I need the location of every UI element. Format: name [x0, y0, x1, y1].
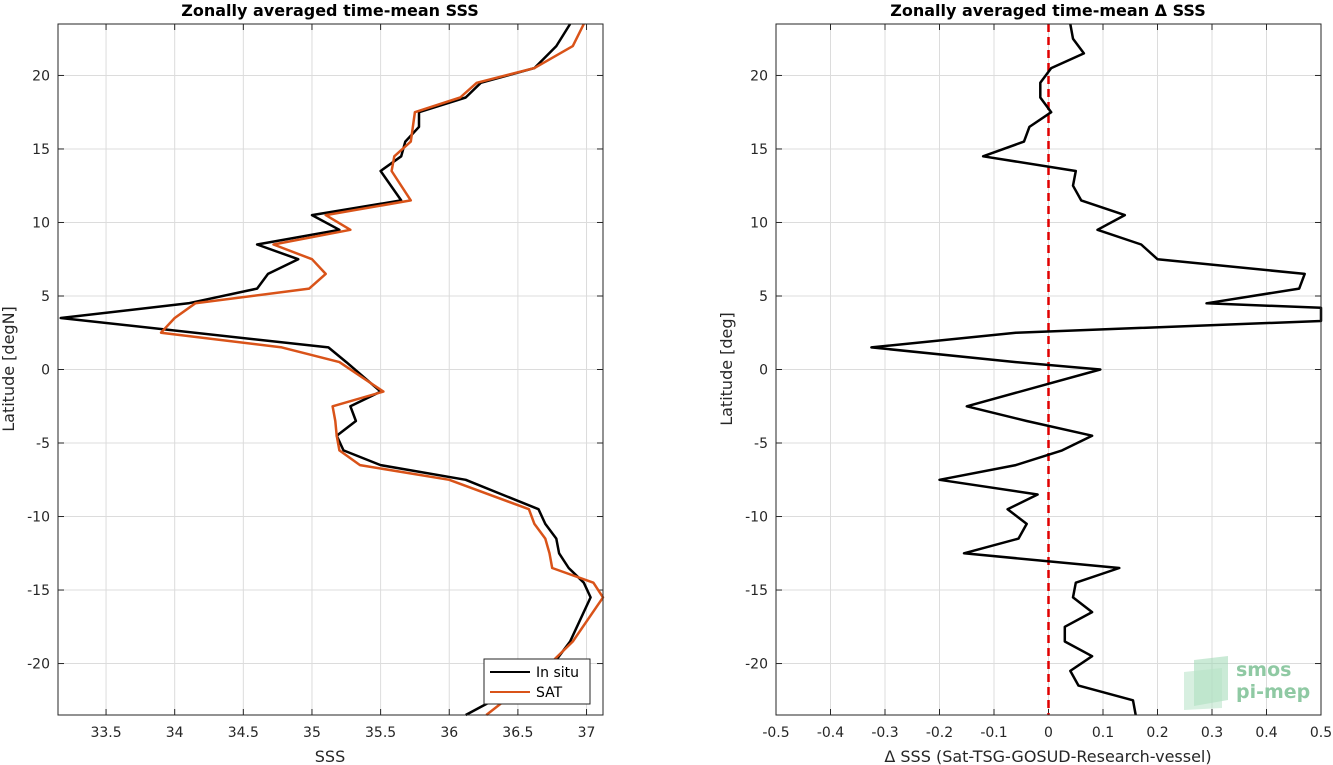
x-tick-label: 34.5: [228, 725, 259, 741]
sss-x-axis-label: SSS: [315, 747, 345, 765]
x-tick-label: 33.5: [90, 725, 121, 741]
x-tick-label: -0.5: [762, 725, 789, 741]
smos-pi-mep-logo: smos pi-mep: [1184, 656, 1310, 710]
y-tick-label: -15: [745, 583, 768, 599]
legend-label-in-situ: In situ: [536, 665, 579, 681]
x-tick-label: 36.5: [502, 725, 533, 741]
y-tick-label: 10: [750, 215, 768, 231]
x-tick-label: 36: [440, 725, 458, 741]
y-tick-label: -20: [27, 657, 50, 673]
y-tick-label: -5: [36, 436, 50, 452]
delta-ticks: -0.5 -0.4 -0.3 -0.2 -0.1 0 0.1 0.2 0.3 0.4 0.5 -20 -…: [745, 24, 1332, 741]
series-line-in-situ: [59, 23, 592, 717]
sss-legend: In situ SAT: [483, 658, 591, 705]
sss-panel: 33.5 34 34.5 35 35.5 36 36.5 37 -20 -15 -10 -5 0 5 10 1…: [0, 1, 605, 765]
x-tick-label: -0.3: [871, 725, 898, 741]
y-tick-label: 0: [759, 363, 768, 379]
delta-axes-box: [775, 23, 1322, 716]
y-tick-label: -20: [745, 657, 768, 673]
y-tick-label: 15: [750, 142, 768, 158]
legend-box: [483, 658, 591, 705]
x-tick-label: 0.2: [1146, 725, 1168, 741]
series-line-sat: [159, 23, 605, 716]
series-line-0: [870, 23, 1323, 716]
y-tick-label: -10: [745, 510, 768, 526]
delta-sss-panel: -0.5 -0.4 -0.3 -0.2 -0.1 0 0.1 0.2 0.3 0.4 0.5 -20 -…: [717, 1, 1332, 765]
sss-y-axis-label: Latitude [degN]: [0, 306, 18, 432]
x-tick-label: 37: [578, 725, 596, 741]
delta-x-axis-label: Δ SSS (Sat-TSG-GOSUD-Research-vessel): [884, 747, 1211, 765]
y-tick-label: -15: [27, 583, 50, 599]
sss-ticks: 33.5 34 34.5 35 35.5 36 36.5 37 -20 -15 -10 -5 0 5 10 1…: [27, 24, 603, 741]
legend-label-sat: SAT: [536, 685, 563, 701]
x-tick-label: -0.4: [817, 725, 844, 741]
y-tick-label: 20: [750, 68, 768, 84]
y-tick-label: 10: [32, 215, 50, 231]
x-tick-label: 0: [1044, 725, 1053, 741]
delta-y-axis-label: Latitude [deg]: [717, 312, 736, 426]
x-tick-label: 0.4: [1255, 725, 1277, 741]
logo-text-pi-mep: pi-mep: [1236, 681, 1310, 703]
logo-text-smos: smos: [1236, 659, 1291, 681]
delta-chart-title: Zonally averaged time-mean Δ SSS: [890, 1, 1206, 20]
sss-axes-box: [57, 23, 604, 716]
delta-series: [870, 23, 1323, 716]
sss-chart-title: Zonally averaged time-mean SSS: [181, 1, 479, 20]
y-tick-label: 5: [41, 289, 50, 305]
x-tick-label: -0.1: [980, 725, 1007, 741]
y-tick-label: 0: [41, 363, 50, 379]
logo-wave-shape: [1184, 668, 1222, 710]
x-tick-label: 35.5: [365, 725, 396, 741]
x-tick-label: 34: [166, 725, 184, 741]
x-tick-label: 35: [303, 725, 321, 741]
sss-grid: [58, 24, 603, 715]
y-tick-label: 5: [759, 289, 768, 305]
x-tick-label: 0.1: [1092, 725, 1114, 741]
y-tick-label: -10: [27, 510, 50, 526]
x-tick-label: 0.3: [1201, 725, 1223, 741]
y-tick-label: -5: [754, 436, 768, 452]
x-tick-label: -0.2: [926, 725, 953, 741]
sss-series: [59, 23, 605, 717]
x-tick-label: 0.5: [1310, 725, 1332, 741]
y-tick-label: 15: [32, 142, 50, 158]
y-tick-label: 20: [32, 68, 50, 84]
